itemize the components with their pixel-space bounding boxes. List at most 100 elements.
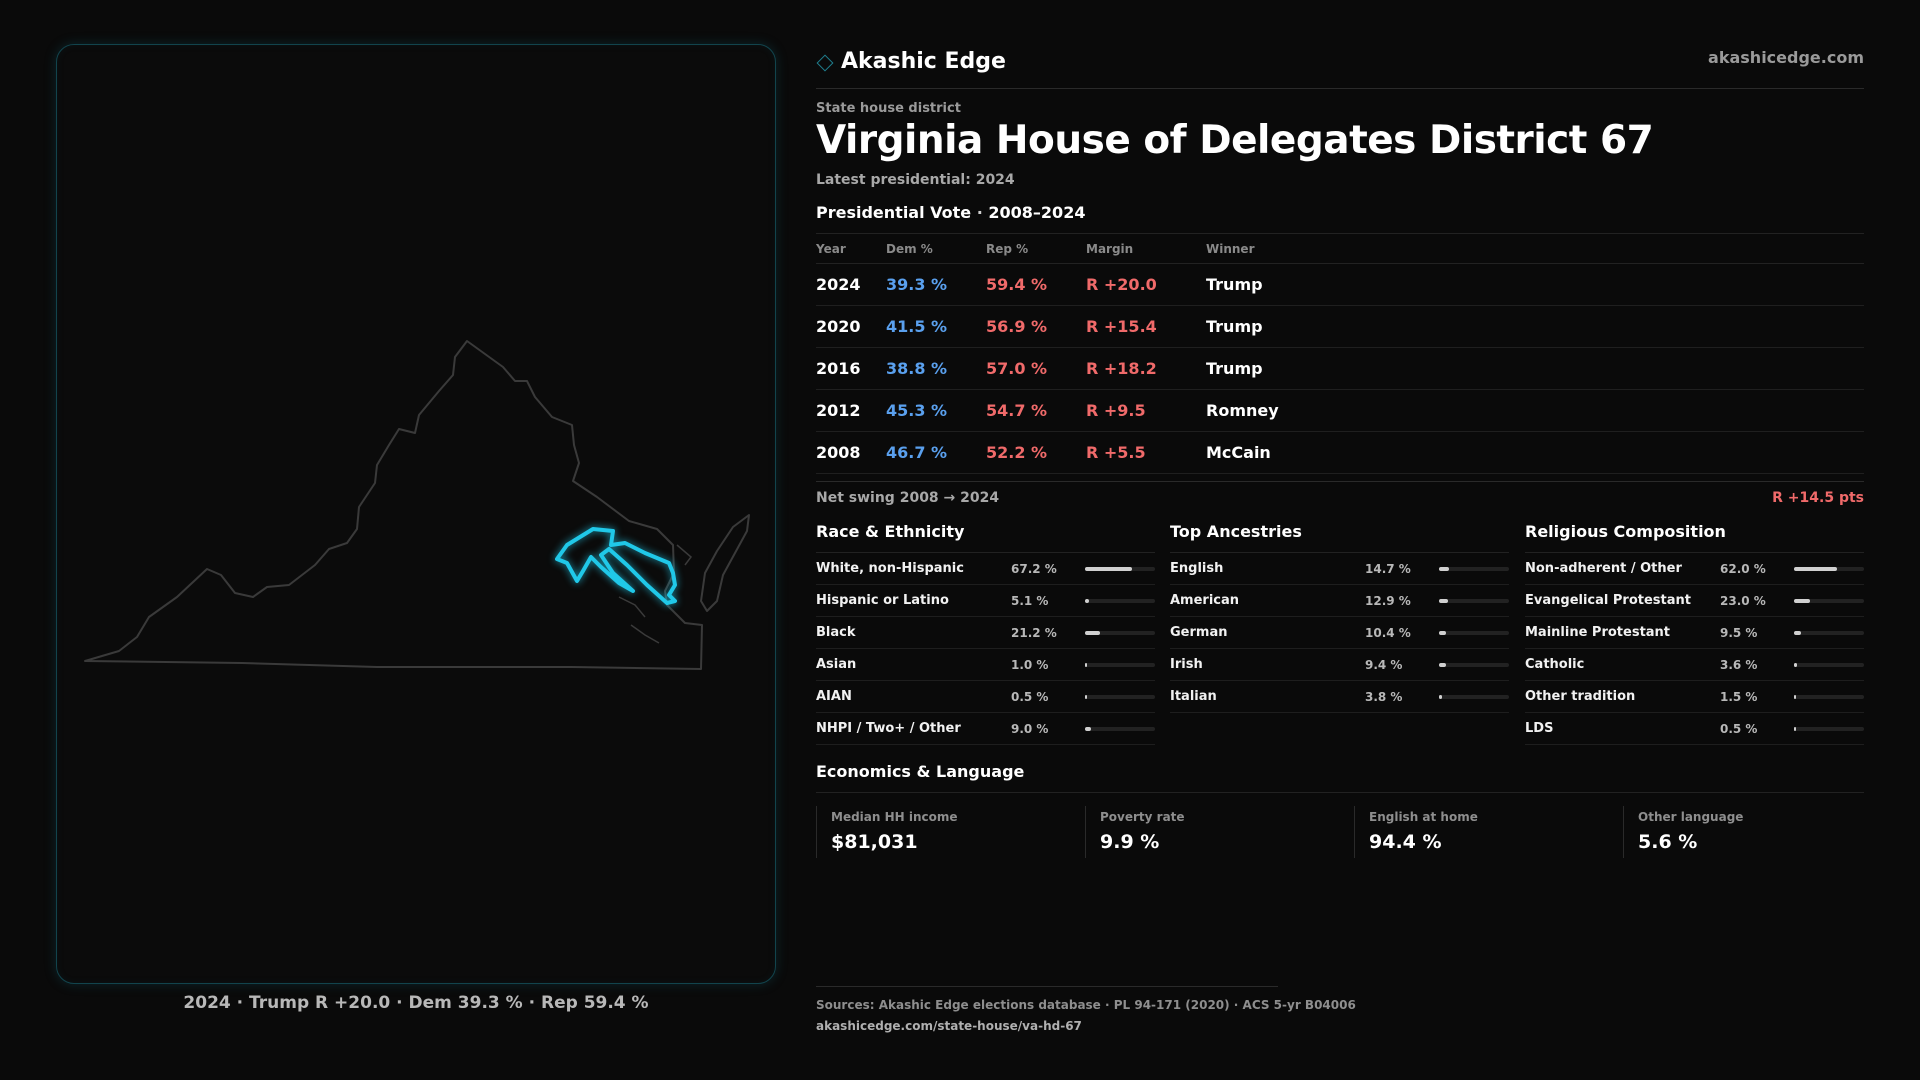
economic-stat: Median HH income $81,031 [816,806,1064,858]
item-value: 67.2 % [1011,562,1057,576]
ancestry-title: Top Ancestries [1170,522,1509,553]
col-rep: Rep % [986,242,1029,256]
item-value: 9.4 % [1365,658,1403,672]
stat-label: Median HH income [831,810,958,824]
item-value: 3.6 % [1720,658,1758,672]
year-cell: 2008 [816,443,861,462]
progress-track [1794,567,1864,571]
progress-track [1439,663,1509,667]
progress-fill [1794,695,1796,699]
list-item: German 10.4 % [1170,617,1509,649]
race-ethnicity-section: Race & Ethnicity White, non-Hispanic 67.2… [816,522,1155,745]
progress-fill [1794,631,1801,635]
map-caption: 2024 · Trump R +20.0 · Dem 39.3 % · Rep … [183,993,649,1013]
list-item: White, non-Hispanic 67.2 % [816,553,1155,585]
progress-fill [1439,631,1447,635]
district-map-panel[interactable] [56,44,776,984]
religion-list: Non-adherent / Other 62.0 % Evangelical Pr… [1525,553,1864,745]
progress-track [1439,567,1509,571]
progress-track [1439,631,1509,635]
item-value: 12.9 % [1365,594,1411,608]
list-item: Hispanic or Latino 5.1 % [816,585,1155,617]
margin-cell: R +5.5 [1086,443,1146,462]
progress-fill [1085,695,1087,699]
rep-cell: 59.4 % [986,275,1048,294]
stat-value: 9.9 % [1100,831,1160,853]
list-item: AIAN 0.5 % [816,681,1155,713]
brand[interactable]: Akashic Edge [816,44,1006,78]
progress-fill [1794,663,1797,667]
source-url[interactable]: akashicedge.com/state-house/va-hd-67 [816,1019,1082,1033]
race-list: White, non-Hispanic 67.2 % Hispanic or Lat… [816,553,1155,745]
ancestry-section: Top Ancestries English 14.7 % American 12.9… [1170,522,1509,713]
economic-stat: Poverty rate 9.9 % [1085,806,1333,858]
presidential-heading-range: 2008–2024 [988,203,1086,222]
progress-fill [1794,727,1796,731]
progress-fill [1439,567,1450,571]
swing-divider [816,481,1864,482]
item-label: Evangelical Protestant [1525,593,1691,608]
list-item: Catholic 3.6 % [1525,649,1864,681]
progress-fill [1085,599,1089,603]
item-label: Non-adherent / Other [1525,561,1682,576]
col-dem: Dem % [886,242,933,256]
list-item: English 14.7 % [1170,553,1509,585]
progress-track [1085,695,1155,699]
rep-cell: 56.9 % [986,317,1048,336]
item-label: Mainline Protestant [1525,625,1671,640]
winner-cell: Trump [1206,317,1263,336]
item-value: 23.0 % [1720,594,1766,608]
dem-cell: 38.8 % [886,359,948,378]
item-value: 21.2 % [1011,626,1057,640]
progress-track [1439,599,1509,603]
item-label: Italian [1170,689,1217,704]
sources-text: Sources: Akashic Edge elections database… [816,998,1356,1012]
item-label: AIAN [816,689,852,704]
year-cell: 2012 [816,401,861,420]
item-value: 9.0 % [1011,722,1049,736]
col-margin: Margin [1086,242,1134,256]
item-label: Hispanic or Latino [816,593,949,608]
winner-cell: Trump [1206,275,1263,294]
item-value: 0.5 % [1011,690,1049,704]
progress-fill [1794,599,1811,603]
dem-cell: 45.3 % [886,401,948,420]
progress-track [1794,695,1864,699]
ancestry-list: English 14.7 % American 12.9 % German 10.4 % I… [1170,553,1509,713]
item-value: 62.0 % [1720,562,1766,576]
progress-track [1085,663,1155,667]
net-swing-value: R +14.5 pts [1772,490,1864,506]
progress-fill [1085,631,1100,635]
progress-track [1439,695,1509,699]
item-value: 14.7 % [1365,562,1411,576]
table-row: 2020 41.5 % 56.9 % R +15.4 Trump [816,306,1864,348]
year-cell: 2020 [816,317,861,336]
table-header: Year Dem % Rep % Margin Winner [816,233,1864,264]
winner-cell: Romney [1206,401,1279,420]
item-value: 0.5 % [1720,722,1758,736]
item-label: English [1170,561,1224,576]
margin-cell: R +15.4 [1086,317,1157,336]
list-item: Evangelical Protestant 23.0 % [1525,585,1864,617]
economics-title: Economics & Language [816,762,1864,793]
progress-fill [1439,663,1446,667]
margin-cell: R +20.0 [1086,275,1157,294]
item-value: 1.0 % [1011,658,1049,672]
list-item: Other tradition 1.5 % [1525,681,1864,713]
stat-label: Other language [1638,810,1744,824]
heading-separator: · [976,203,983,222]
sources-divider [816,986,1278,987]
col-winner: Winner [1206,242,1255,256]
economic-stat: English at home 94.4 % [1354,806,1602,858]
list-item: Non-adherent / Other 62.0 % [1525,553,1864,585]
progress-fill [1794,567,1838,571]
presidential-heading-text: Presidential Vote [816,203,972,222]
site-link[interactable]: akashicedge.com [1708,48,1864,67]
item-value: 5.1 % [1011,594,1049,608]
rep-cell: 52.2 % [986,443,1048,462]
latest-presidential: Latest presidential: 2024 [816,172,1015,188]
list-item: Italian 3.8 % [1170,681,1509,713]
progress-track [1085,727,1155,731]
district-67-highlight[interactable] [555,527,677,605]
presidential-vote-table: Year Dem % Rep % Margin Winner 2024 39.3 … [816,233,1864,474]
